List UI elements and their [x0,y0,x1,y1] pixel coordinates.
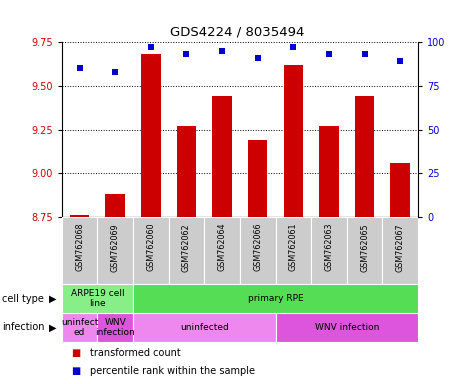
Bar [97,313,133,342]
Text: infection: infection [2,322,45,333]
Bar [204,217,240,284]
Text: GSM762062: GSM762062 [182,223,191,271]
Bar [248,140,267,217]
Text: percentile rank within the sample: percentile rank within the sample [90,366,255,376]
Point [396,58,404,65]
Bar [240,217,276,284]
Point [182,51,190,58]
Bar [133,313,276,342]
Bar [97,217,133,284]
Bar [382,217,418,284]
Bar [177,126,196,217]
Bar [133,217,169,284]
Bar [347,217,382,284]
Bar [169,217,204,284]
Text: ▶: ▶ [48,293,56,304]
Bar [62,284,133,313]
Point [147,45,155,51]
Text: GSM762067: GSM762067 [396,223,405,271]
Text: ■: ■ [71,348,80,358]
Point [361,51,369,58]
Text: primary RPE: primary RPE [247,294,304,303]
Text: GSM762064: GSM762064 [218,223,227,271]
Point [325,51,332,58]
Bar [390,163,410,217]
Text: cell type: cell type [2,293,44,304]
Point [218,48,226,54]
Text: ■: ■ [71,366,80,376]
Text: GSM762060: GSM762060 [146,223,155,271]
Bar [311,217,347,284]
Text: transformed count: transformed count [90,348,181,358]
Bar [133,284,418,313]
Text: GSM762065: GSM762065 [360,223,369,271]
Text: GSM762068: GSM762068 [75,223,84,271]
Bar [70,215,89,217]
Text: WNV infection: WNV infection [314,323,379,332]
Point [254,55,261,61]
Point [111,69,119,75]
Bar [62,217,97,284]
Text: GSM762063: GSM762063 [324,223,333,271]
Bar [141,55,161,217]
Text: uninfect
ed: uninfect ed [61,318,98,337]
Bar [105,194,125,217]
Text: GSM762069: GSM762069 [111,223,120,271]
Point [289,45,297,51]
Bar [355,96,374,217]
Text: uninfected: uninfected [180,323,228,332]
Text: GSM762061: GSM762061 [289,223,298,271]
Text: GSM762066: GSM762066 [253,223,262,271]
Text: GDS4224 / 8035494: GDS4224 / 8035494 [171,25,304,38]
Text: ARPE19 cell
line: ARPE19 cell line [71,289,124,308]
Text: ▶: ▶ [48,322,56,333]
Text: WNV
infection: WNV infection [95,318,135,337]
Bar [284,65,303,217]
Bar [62,313,97,342]
Bar [276,313,418,342]
Bar [276,217,311,284]
Point [76,65,84,71]
Bar [212,96,232,217]
Bar [319,126,339,217]
